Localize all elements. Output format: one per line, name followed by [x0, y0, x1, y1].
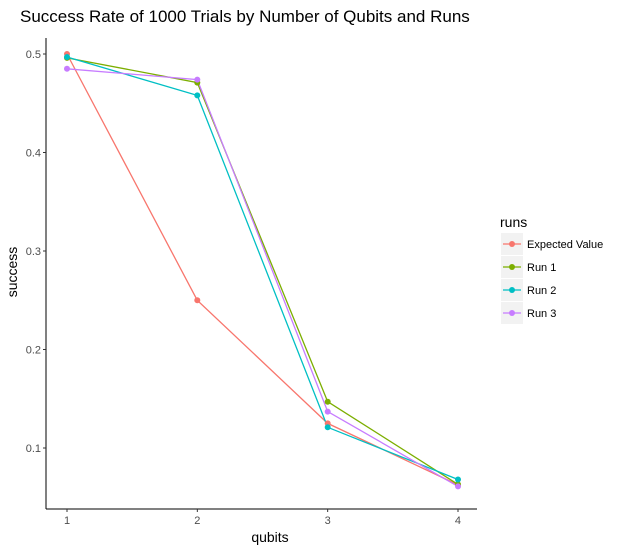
x-tick-label-2: 3 — [325, 515, 331, 527]
legend-key-point-2 — [509, 287, 515, 293]
legend-label-0: Expected Value — [527, 239, 603, 251]
x-axis-title: qubits — [251, 529, 288, 545]
data-point-3-3 — [455, 483, 461, 490]
data-point-2-1 — [194, 92, 201, 99]
legend-title: runs — [500, 214, 527, 230]
data-point-3-2 — [324, 408, 331, 415]
x-tick-label-3: 4 — [455, 515, 461, 527]
y-tick-label-3: 0.4 — [26, 148, 41, 160]
x-tick-label-0: 1 — [64, 515, 70, 527]
data-point-2-0 — [64, 54, 70, 60]
y-tick-label-2: 0.3 — [26, 246, 41, 258]
data-point-1-2 — [324, 398, 331, 405]
legend-key-point-0 — [509, 241, 515, 247]
data-point-0-1 — [194, 297, 201, 304]
y-axis-title: success — [4, 247, 20, 298]
legend-key-point-3 — [509, 310, 515, 316]
legend-label-3: Run 3 — [527, 308, 556, 320]
series-line-1 — [66, 57, 459, 485]
series-line-0 — [66, 53, 459, 486]
y-tick-label-4: 0.5 — [26, 49, 41, 61]
legend: runs Expected Value Run 1 Run 2 Run 3 — [500, 214, 603, 324]
plot-area: 0.1 0.2 0.3 0.4 0.5 1 2 3 4 — [26, 38, 477, 527]
data-point-2-3 — [455, 476, 461, 483]
y-tick-label-1: 0.2 — [26, 345, 41, 357]
data-point-2-2 — [324, 424, 331, 431]
y-tick-label-0: 0.1 — [26, 443, 41, 455]
series-line-3 — [66, 68, 459, 487]
legend-label-2: Run 2 — [527, 285, 556, 297]
data-point-3-1 — [194, 76, 201, 83]
data-point-3-0 — [64, 65, 70, 72]
series-line-2 — [66, 56, 459, 481]
legend-key-point-1 — [509, 264, 515, 270]
x-tick-label-1: 2 — [194, 515, 200, 527]
legend-label-1: Run 1 — [527, 262, 556, 274]
chart-title: Success Rate of 1000 Trials by Number of… — [20, 7, 470, 26]
